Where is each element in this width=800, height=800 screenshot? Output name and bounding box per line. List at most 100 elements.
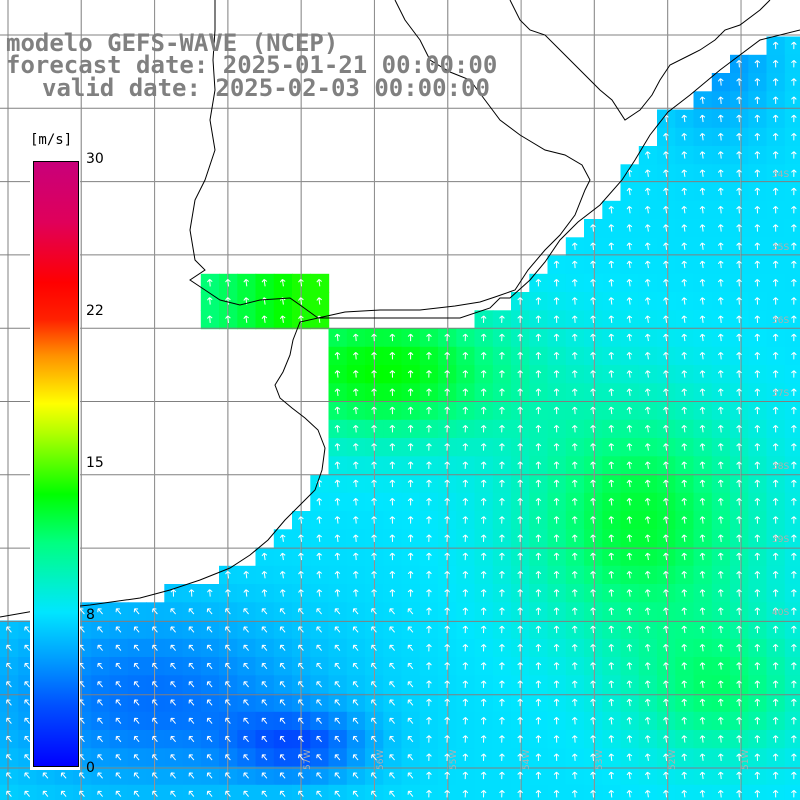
wind-arrow <box>426 571 432 579</box>
wind-arrow <box>462 516 469 524</box>
wind-arrow <box>553 260 560 269</box>
wind-arrow <box>626 279 633 287</box>
wind-arrow <box>736 662 742 670</box>
wind-arrow <box>644 644 651 652</box>
wind-arrow <box>553 534 560 542</box>
wind-arrow <box>791 717 797 725</box>
wind-arrow <box>334 461 341 469</box>
wind-cell <box>91 784 111 800</box>
wind-arrow <box>663 607 669 615</box>
wind-arrow <box>353 388 359 396</box>
wind-arrow <box>608 571 615 579</box>
wind-arrow <box>188 735 195 743</box>
wind-arrow <box>644 516 651 524</box>
wind-arrow <box>371 626 377 633</box>
wind-arrow <box>261 571 268 579</box>
wind-cell <box>784 602 800 622</box>
colorbar-tick: 30 <box>86 151 104 167</box>
wind-arrow <box>663 260 669 269</box>
wind-arrow <box>754 297 761 305</box>
wind-arrow <box>206 754 213 761</box>
wind-arrow <box>717 589 724 597</box>
wind-arrow <box>353 406 359 415</box>
wind-arrow <box>663 279 669 287</box>
wind-arrow <box>152 644 158 651</box>
wind-arrow <box>699 242 706 250</box>
wind-cell <box>620 784 640 800</box>
wind-arrow <box>590 571 596 579</box>
wind-arrow <box>590 461 596 469</box>
wind-arrow <box>608 315 615 323</box>
wind-arrow <box>717 571 724 579</box>
wind-arrow <box>170 772 176 779</box>
wind-arrow <box>407 333 414 342</box>
wind-arrow <box>6 681 12 688</box>
wind-arrow <box>644 698 651 707</box>
wind-arrow <box>736 133 742 141</box>
wind-arrow <box>736 151 742 159</box>
wind-arrow <box>553 607 560 615</box>
wind-arrow <box>699 498 706 506</box>
wind-arrow <box>499 534 505 542</box>
wind-arrow <box>352 772 359 779</box>
wind-arrow <box>791 352 797 360</box>
wind-arrow <box>407 644 414 651</box>
wind-arrow <box>6 699 12 706</box>
wind-arrow <box>206 699 213 706</box>
wind-arrow <box>462 552 469 561</box>
wind-arrow <box>316 589 322 597</box>
wind-arrow <box>772 735 779 743</box>
wind-arrow <box>644 735 651 743</box>
wind-arrow <box>517 388 523 396</box>
wind-arrow <box>681 425 687 433</box>
wind-arrow <box>717 133 724 141</box>
wind-arrow <box>608 297 615 305</box>
wind-arrow <box>736 425 742 433</box>
coastline <box>0 29 800 618</box>
wind-arrow <box>462 352 469 360</box>
wind-arrow <box>791 771 797 780</box>
wind-arrow <box>298 589 304 597</box>
wind-arrow <box>663 644 669 652</box>
wind-arrow <box>170 717 176 724</box>
wind-arrow <box>772 187 779 196</box>
wind-arrow <box>699 169 706 177</box>
wind-arrow <box>371 425 377 433</box>
wind-arrow <box>608 698 615 707</box>
wind-arrow <box>772 662 779 670</box>
wind-arrow <box>261 589 268 597</box>
wind-arrow <box>316 608 322 615</box>
wind-arrow <box>407 790 414 797</box>
wind-arrow <box>608 406 615 415</box>
wind-arrow <box>791 552 797 561</box>
wind-arrow <box>480 625 487 634</box>
wind-arrow <box>24 772 30 779</box>
colorbar-unit: [m/s] <box>30 132 73 148</box>
wind-arrow <box>334 498 341 506</box>
wind-arrow <box>334 717 341 724</box>
wind-arrow <box>535 625 542 634</box>
wind-arrow <box>772 771 779 780</box>
wind-arrow <box>626 534 633 542</box>
wind-arrow <box>334 699 341 706</box>
wind-arrow <box>480 498 487 506</box>
wind-arrow <box>426 607 432 615</box>
wind-arrow <box>499 698 505 707</box>
wind-arrow <box>517 698 523 707</box>
wind-arrow <box>644 571 651 579</box>
wind-arrow <box>316 754 322 761</box>
wind-arrow <box>353 461 359 469</box>
wind-cell <box>657 784 676 800</box>
wind-arrow <box>571 443 578 451</box>
wind-arrow <box>462 771 469 780</box>
wind-arrow <box>626 662 633 670</box>
wind-arrow <box>389 406 396 415</box>
wind-arrow <box>170 626 176 633</box>
wind-arrow <box>608 388 615 396</box>
wind-arrow <box>772 406 779 415</box>
wind-arrow <box>480 315 487 323</box>
wind-arrow <box>681 260 687 269</box>
wind-arrow <box>279 626 286 633</box>
wind-arrow <box>772 352 779 360</box>
wind-arrow <box>791 735 797 743</box>
